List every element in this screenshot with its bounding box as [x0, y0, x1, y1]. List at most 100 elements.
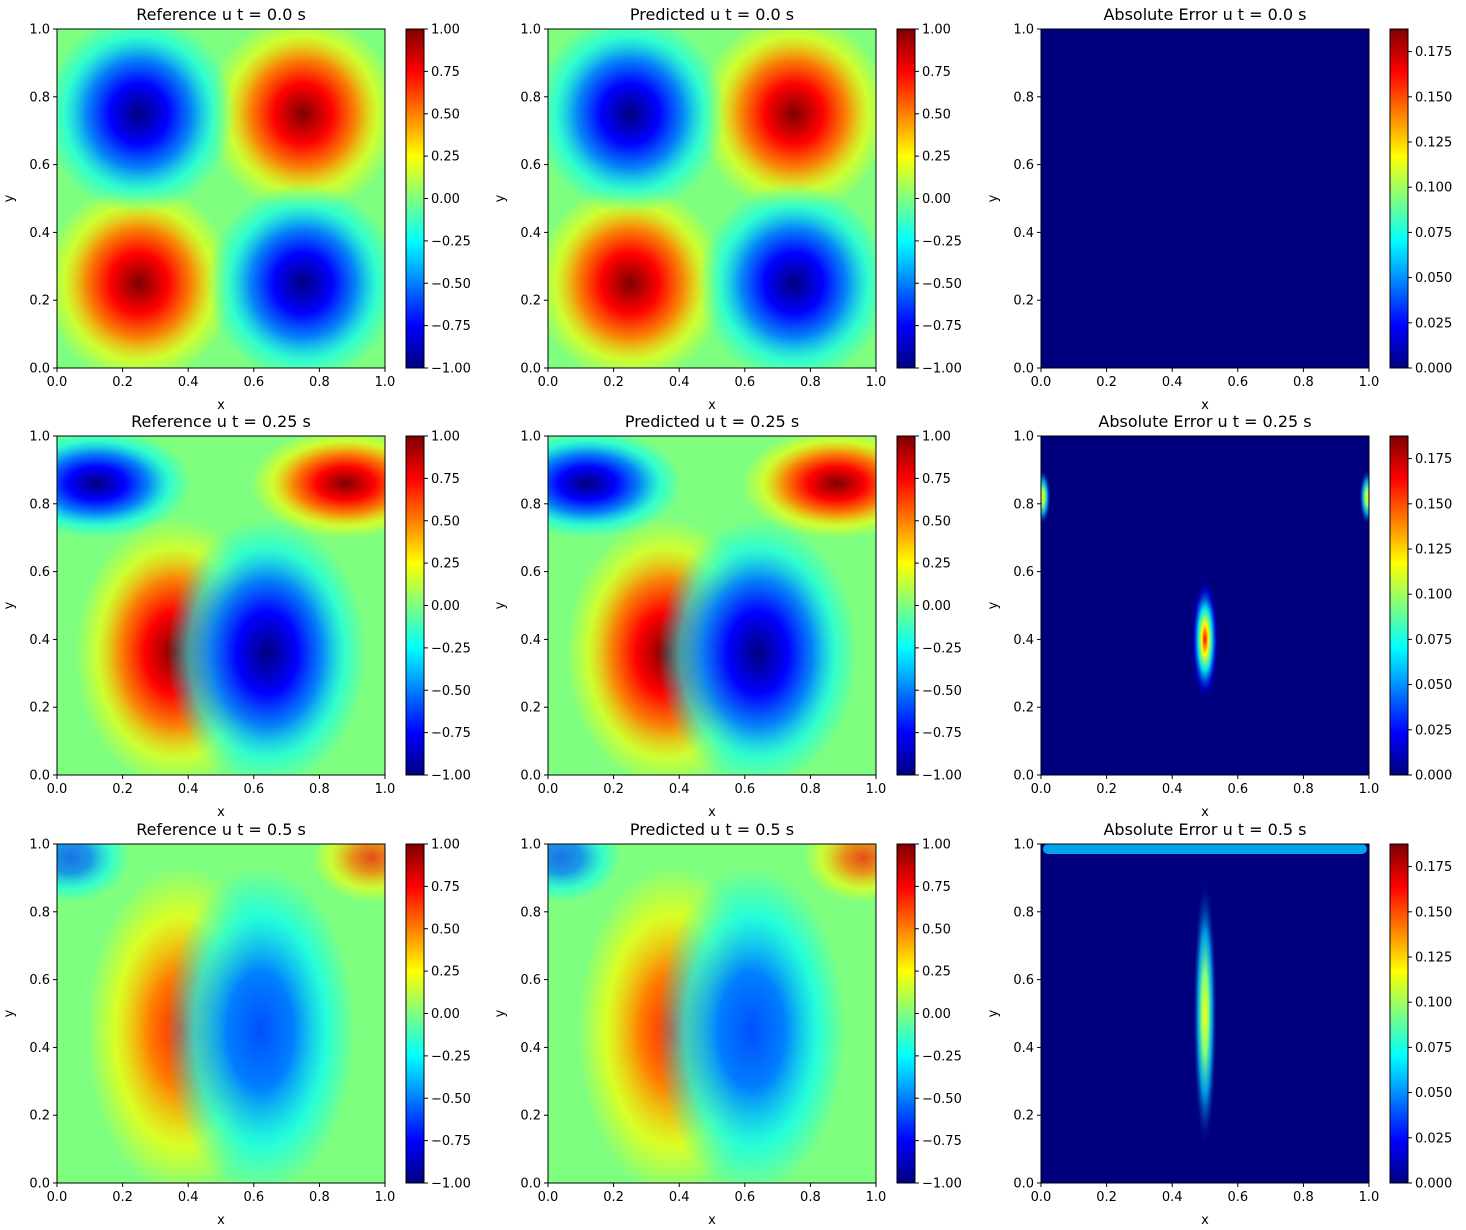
y-tick-label: 1.0	[520, 430, 541, 445]
x-tick-label: 0.4	[178, 782, 199, 797]
colorbar-tick-label: 0.50	[431, 922, 460, 937]
y-tick-label: 0.0	[1013, 769, 1034, 784]
x-tick-label: 0.0	[47, 1190, 68, 1205]
x-tick-label: 0.0	[47, 375, 68, 390]
colorbar-tick-label: 0.175	[1415, 452, 1452, 467]
field-maximum	[741, 436, 876, 539]
colorbar-tick-label: 0.75	[431, 65, 460, 80]
colorbar-tick-label: 0.075	[1415, 1041, 1452, 1056]
subplot-reference-t0_5: Reference u t = 0.5 s0.0 0.2 0.4 0.6 0.8 1.00…	[2, 820, 471, 1228]
colorbar-tick-label: 0.50	[431, 514, 460, 529]
subplot-error-t0_25: Absolute Error u t = 0.25 s 0.0 0.2 0.4 0.6 0…	[986, 412, 1452, 820]
y-tick-label: 0.2	[1013, 294, 1034, 309]
y-tick-label: 0.0	[29, 362, 50, 377]
field-maximum	[802, 844, 876, 903]
colorbar-tick-label: 0.150	[1415, 497, 1452, 512]
subplot-reference-t0: Reference u t = 0.0 s0.0 0.2 0.4 0.6 0.8 1.00…	[2, 5, 471, 413]
y-axis-label: y	[2, 194, 17, 202]
colorbar-tick-label: −0.75	[922, 319, 962, 334]
x-tick-label: 0.8	[1293, 375, 1314, 390]
colorbar-tick-label: −0.75	[922, 726, 962, 741]
y-tick-label: 0.8	[1013, 90, 1034, 105]
x-axis-label: x	[217, 398, 225, 413]
x-tick-label: 0.4	[178, 375, 199, 390]
colorbar	[405, 28, 425, 369]
field-minimum	[57, 844, 131, 903]
colorbar-tick-label: 0.25	[431, 557, 460, 572]
field-maximum	[311, 844, 385, 903]
x-tick-label: 0.2	[112, 375, 133, 390]
x-axis-label: x	[708, 398, 716, 413]
heatmap-field	[1041, 844, 1369, 1183]
y-tick-label: 0.8	[520, 90, 541, 105]
colorbar-tick-label: −0.50	[922, 684, 962, 699]
plot-frame	[1040, 843, 1370, 1184]
colorbar-tick-label: −1.00	[431, 362, 471, 377]
y-axis-label: y	[986, 194, 1001, 202]
y-tick-label: 1.0	[29, 838, 50, 853]
colorbar-tick-label: 0.175	[1415, 860, 1452, 875]
field-maximum	[548, 183, 726, 368]
x-axis-label: x	[217, 805, 225, 820]
colorbar-tick-label: 0.125	[1415, 543, 1452, 558]
x-tick-label: 0.8	[800, 782, 821, 797]
field-minimum	[548, 436, 683, 539]
error-background	[1041, 29, 1369, 368]
x-tick-label: 0.2	[603, 782, 624, 797]
heatmap-field	[1041, 29, 1369, 368]
y-tick-label: 0.4	[520, 1041, 541, 1056]
y-tick-label: 0.6	[29, 565, 50, 580]
y-tick-label: 0.8	[520, 905, 541, 920]
colorbar-tick-label: −0.50	[431, 277, 471, 292]
y-tick-label: 0.2	[1013, 701, 1034, 716]
colorbar-tick-label: 1.00	[922, 430, 951, 445]
y-tick-label: 0.0	[1013, 1177, 1034, 1192]
y-tick-label: 0.4	[1013, 226, 1034, 241]
x-tick-label: 0.2	[1096, 1190, 1117, 1205]
y-tick-label: 1.0	[1013, 430, 1034, 445]
subplot-error-t0: Absolute Error u t = 0.0 s 0.0 0.2 0.4 0.6 0.…	[986, 5, 1452, 413]
field-maximum	[57, 183, 235, 368]
x-tick-label: 0.0	[538, 1190, 559, 1205]
subplot-title: Predicted u t = 0.0 s	[630, 5, 794, 24]
colorbar-tick-label: −0.25	[431, 234, 471, 249]
colorbar-tick-label: 0.025	[1415, 316, 1452, 331]
colorbar-tick-label: −1.00	[922, 1177, 962, 1192]
x-tick-label: 0.0	[47, 782, 68, 797]
x-axis-label: x	[217, 1213, 225, 1228]
field-minimum	[57, 436, 192, 539]
x-tick-label: 0.8	[309, 1190, 330, 1205]
y-tick-label: 0.6	[1013, 565, 1034, 580]
colorbar-tick-label: 0.25	[922, 557, 951, 572]
y-tick-label: 0.6	[520, 973, 541, 988]
subplot-title: Reference u t = 0.0 s	[136, 5, 306, 24]
field-minimum	[166, 518, 367, 775]
colorbar-tick-label: 0.00	[431, 1007, 460, 1022]
x-tick-label: 0.6	[1227, 782, 1248, 797]
x-tick-label: 0.2	[112, 1190, 133, 1205]
colorbar-tick-label: 0.025	[1415, 723, 1452, 738]
colorbar-tick-label: −0.25	[431, 641, 471, 656]
error-hotspot	[1191, 577, 1219, 702]
y-tick-label: 0.4	[520, 633, 541, 648]
error-hotspot	[1193, 878, 1217, 1149]
x-tick-label: 0.8	[800, 1190, 821, 1205]
y-tick-label: 1.0	[520, 838, 541, 853]
y-tick-label: 1.0	[1013, 23, 1034, 38]
subplot-predicted-t0: Predicted u t = 0.0 s0.0 0.2 0.4 0.6 0.8 1.00…	[493, 5, 962, 413]
heatmap-field	[548, 844, 876, 1183]
subplot-title: Absolute Error u t = 0.25 s	[1098, 412, 1311, 431]
colorbar	[405, 843, 425, 1184]
field-minimum	[657, 518, 858, 775]
colorbar-tick-label: 0.00	[431, 599, 460, 614]
field-maximum	[698, 29, 876, 214]
y-tick-label: 0.0	[520, 362, 541, 377]
colorbar-tick-label: 0.25	[922, 965, 951, 980]
field-minimum	[548, 29, 726, 214]
colorbar-tick-label: 0.75	[922, 880, 951, 895]
y-tick-label: 0.8	[1013, 905, 1034, 920]
colorbar-tick-label: 0.075	[1415, 226, 1452, 241]
y-axis-label: y	[2, 1009, 17, 1017]
x-tick-label: 0.0	[1031, 782, 1052, 797]
